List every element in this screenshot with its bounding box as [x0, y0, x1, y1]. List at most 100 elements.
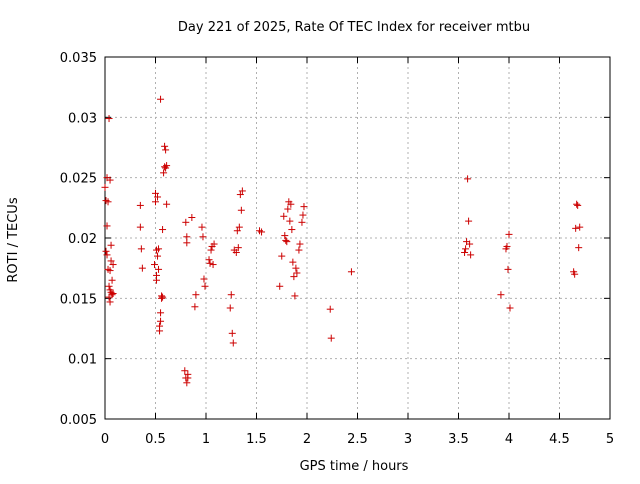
- data-point: [106, 267, 114, 275]
- data-point: [572, 224, 580, 232]
- data-point: [183, 239, 191, 247]
- data-point: [159, 293, 167, 301]
- data-point: [104, 198, 112, 206]
- data-point: [138, 264, 146, 272]
- data-point: [504, 265, 512, 273]
- data-point: [467, 251, 475, 259]
- chart-title: Day 221 of 2025, Rate Of TEC Index for r…: [178, 20, 530, 35]
- x-tick-label: 0.5: [145, 432, 166, 447]
- data-point: [109, 261, 117, 269]
- data-point: [233, 227, 241, 235]
- data-point: [200, 275, 208, 283]
- data-point: [574, 201, 582, 209]
- data-point: [288, 226, 296, 234]
- data-point: [152, 198, 159, 206]
- data-point: [281, 232, 289, 240]
- data-point: [229, 339, 237, 347]
- data-point: [136, 201, 144, 209]
- x-tick-label: 4: [505, 432, 513, 447]
- data-point: [238, 187, 246, 195]
- data-point: [571, 270, 579, 278]
- data-point: [280, 212, 288, 220]
- data-point: [181, 367, 189, 375]
- data-point: [573, 200, 581, 208]
- data-point: [236, 191, 244, 199]
- data-point: [183, 233, 191, 241]
- data-point: [161, 142, 169, 150]
- y-axis-label: ROTI / TECUs: [6, 197, 21, 282]
- data-point: [295, 246, 303, 254]
- y-tick-label: 0.035: [60, 51, 97, 66]
- data-point: [137, 245, 145, 253]
- data-point: [155, 245, 163, 253]
- data-point: [102, 247, 110, 255]
- data-point: [183, 379, 191, 387]
- data-point: [462, 245, 470, 253]
- data-point: [158, 294, 166, 302]
- y-tick-label: 0.03: [68, 111, 97, 126]
- data-point: [287, 200, 295, 208]
- data-point: [286, 217, 294, 225]
- data-point: [162, 146, 170, 154]
- data-point: [293, 269, 301, 277]
- x-tick-label: 2.5: [347, 432, 368, 447]
- x-tick-label: 4.5: [549, 432, 570, 447]
- data-point: [154, 252, 162, 260]
- data-point: [154, 193, 162, 201]
- data-point: [103, 222, 111, 230]
- data-point: [199, 233, 207, 241]
- data-point: [108, 276, 116, 284]
- grid-lines: [105, 57, 610, 419]
- y-tick-label: 0.005: [60, 413, 97, 428]
- data-point: [103, 251, 111, 259]
- data-point: [182, 218, 190, 226]
- data-point: [347, 268, 355, 276]
- data-point: [227, 291, 235, 299]
- data-point: [228, 329, 236, 337]
- data-point: [292, 264, 300, 272]
- data-point: [191, 303, 199, 311]
- data-point: [163, 200, 171, 208]
- data-point: [290, 273, 298, 281]
- data-point: [284, 205, 292, 213]
- data-point: [206, 259, 214, 267]
- data-point: [291, 292, 299, 300]
- data-point: [107, 257, 115, 265]
- data-point: [237, 206, 245, 214]
- x-tick-label: 1.5: [246, 432, 267, 447]
- data-point: [575, 244, 583, 252]
- x-tick-label: 2: [303, 432, 311, 447]
- x-tick-label: 3: [404, 432, 412, 447]
- y-axis-tick-labels: 0.005 0.01 0.015 0.02 0.025 0.03 0.035: [60, 51, 97, 428]
- data-point: [466, 240, 474, 248]
- data-point: [207, 246, 215, 254]
- x-axis-tick-labels: 0 0.5 1 1.5 2 2.5 3 3.5 4 4.5 5: [101, 432, 614, 447]
- data-point: [192, 291, 200, 299]
- data-point: [300, 203, 308, 211]
- data-point: [505, 230, 513, 238]
- y-tick-label: 0.01: [68, 353, 97, 368]
- data-point: [209, 261, 217, 269]
- data-point: [153, 276, 161, 284]
- data-point: [106, 298, 114, 306]
- data-point: [101, 183, 109, 191]
- data-point: [184, 374, 192, 382]
- data-point: [296, 240, 304, 248]
- data-points: [101, 95, 584, 387]
- data-point: [157, 95, 165, 103]
- data-point: [234, 244, 242, 252]
- data-point: [326, 305, 334, 313]
- data-point: [155, 265, 163, 273]
- data-point: [232, 248, 240, 256]
- data-point: [159, 226, 167, 234]
- data-point: [464, 175, 472, 183]
- data-point: [105, 282, 113, 290]
- data-point: [258, 228, 266, 236]
- x-tick-label: 3.5: [448, 432, 469, 447]
- data-point: [163, 162, 171, 170]
- data-point: [497, 291, 505, 299]
- y-tick-label: 0.015: [60, 292, 97, 307]
- data-point: [282, 236, 290, 244]
- data-point: [235, 223, 243, 231]
